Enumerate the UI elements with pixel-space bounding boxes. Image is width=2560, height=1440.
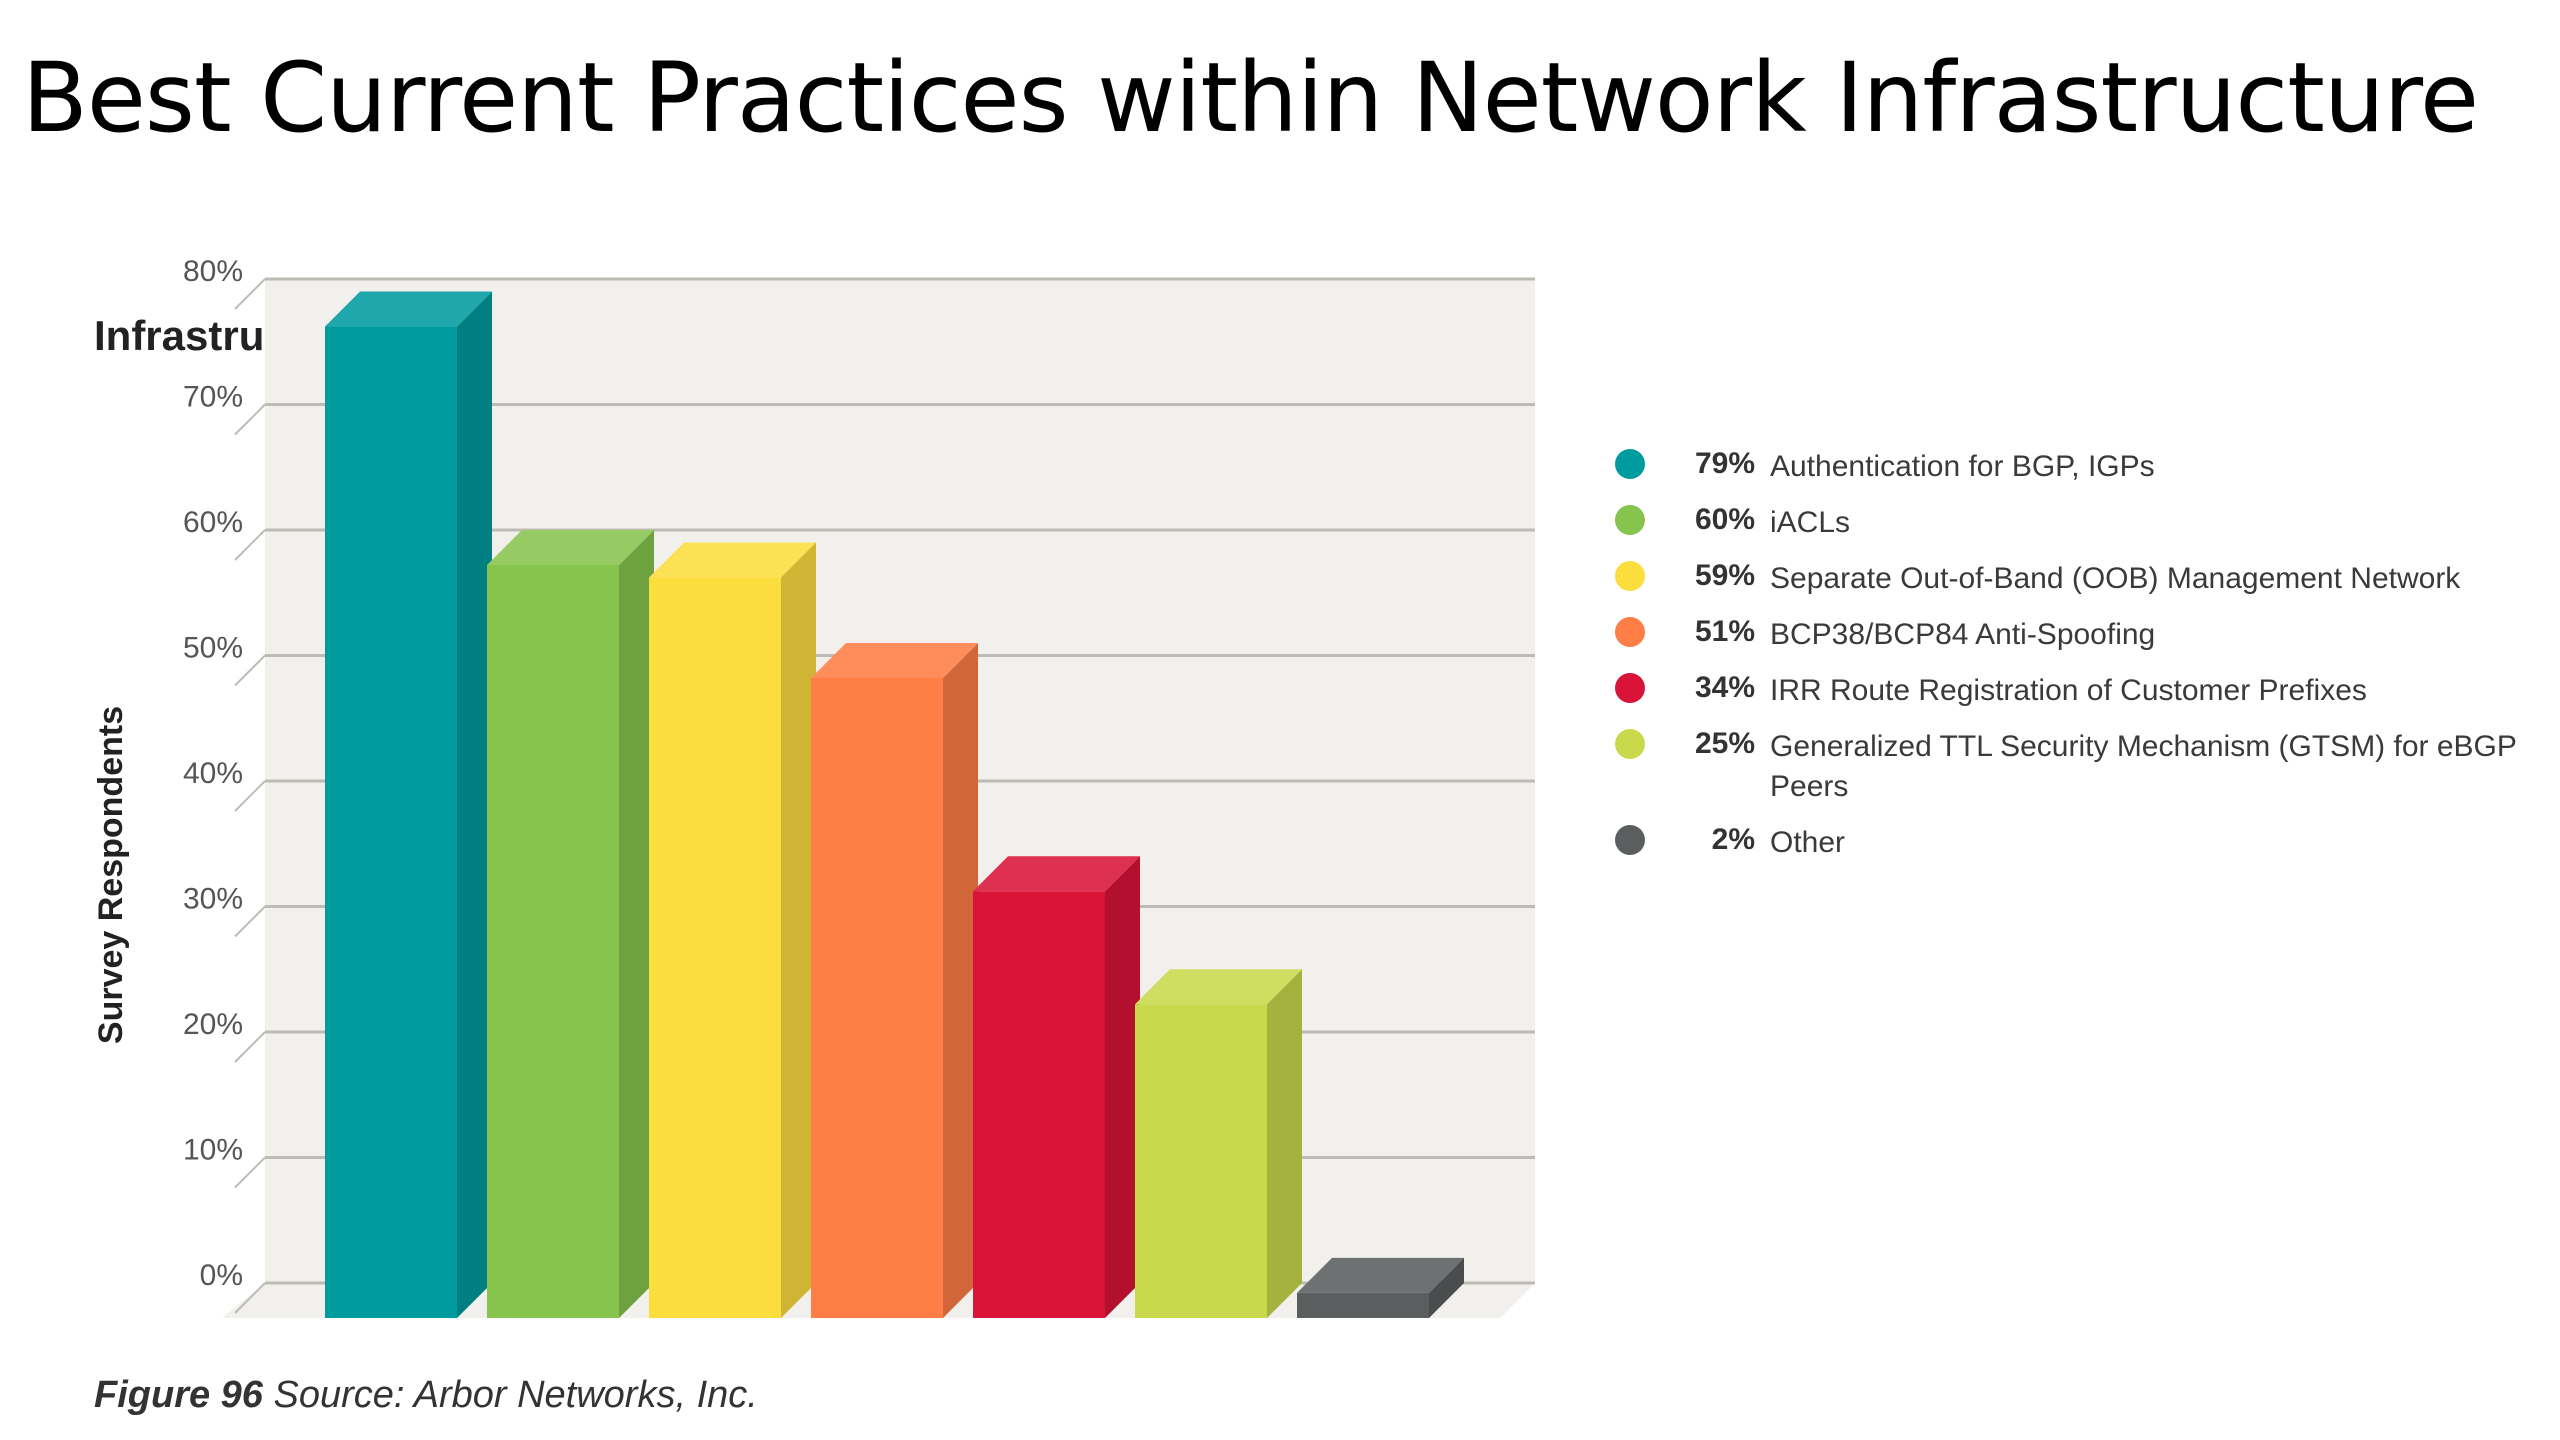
y-tick-label: 10% — [183, 1134, 243, 1167]
legend-value: 34% — [1694, 671, 1755, 704]
legend-label: Generalized TTL Security Mechanism (GTSM… — [1770, 730, 2517, 803]
y-tick-label: 0% — [200, 1259, 243, 1292]
figure-caption: Figure 96 Source: Arbor Networks, Inc. — [94, 1374, 758, 1417]
bar-top — [1135, 969, 1302, 1005]
legend-value: 2% — [1711, 823, 1755, 856]
y-tick-label: 50% — [183, 632, 243, 665]
legend-dot-icon — [1615, 505, 1645, 535]
legend-label: Separate Out-of-Band (OOB) Management Ne… — [1770, 562, 2461, 595]
bar-side — [1267, 969, 1302, 1318]
y-tick-label: 20% — [183, 1008, 243, 1041]
bar-side — [1429, 1257, 1464, 1318]
legend-value: 60% — [1694, 503, 1755, 536]
bar-7 — [1297, 1257, 1464, 1318]
bar-4 — [811, 642, 978, 1318]
bar-side — [943, 642, 978, 1318]
legend-dot-icon — [1615, 729, 1645, 759]
legend-label: BCP38/BCP84 Anti-Spoofing — [1770, 618, 2156, 651]
y-tick-label: 30% — [183, 883, 243, 916]
y-axis-label: Survey Respondents — [92, 706, 130, 1044]
bar-1 — [325, 291, 492, 1318]
bar-top — [325, 291, 492, 327]
legend-item: 59% Separate Out-of-Band (OOB) Management… — [1615, 557, 2515, 613]
bar-front — [1135, 1004, 1267, 1318]
legend-item: 34% IRR Route Registration of Customer Pr… — [1615, 669, 2515, 725]
bar-front — [325, 326, 457, 1318]
gridline-depth — [234, 654, 266, 687]
y-tick-label: 80% — [183, 255, 243, 288]
legend-label: Other — [1770, 826, 1846, 859]
bar-front — [649, 577, 781, 1318]
gridline-depth — [234, 1282, 266, 1314]
y-tick-label: 70% — [183, 381, 243, 414]
legend-dot-icon — [1615, 617, 1645, 647]
legend-item: 60% iACLs — [1615, 501, 2515, 557]
bar-side — [457, 291, 492, 1318]
gridline-depth — [234, 529, 266, 561]
bar-top — [487, 530, 654, 565]
gridline-depth — [234, 1031, 266, 1063]
legend-value: 79% — [1694, 447, 1755, 480]
legend-value: 51% — [1694, 615, 1755, 648]
legend-item: 2% Other — [1615, 821, 2515, 877]
gridline-depth — [234, 905, 266, 938]
gridline-depth — [234, 278, 266, 310]
legend-dot-icon — [1615, 561, 1645, 591]
legend-item: 25% Generalized TTL Security Mechanism (G… — [1615, 725, 2516, 821]
bar-side — [781, 542, 816, 1318]
bar-side — [1105, 856, 1140, 1318]
bar-6 — [1135, 969, 1302, 1318]
bar-top — [1297, 1257, 1464, 1293]
legend-value: 25% — [1694, 727, 1755, 760]
y-axis-ticks: 0% 10% 20% 30% 40% 50% 60% 70% 80% — [183, 255, 243, 1292]
bar-front — [811, 677, 943, 1318]
legend-dot-icon — [1615, 825, 1645, 855]
gridline-depth — [234, 1156, 266, 1189]
bar-3 — [649, 542, 816, 1318]
legend-label: iACLs — [1770, 506, 1851, 539]
bar-front — [1297, 1292, 1429, 1318]
legend-label: Authentication for BGP, IGPs — [1770, 450, 2155, 483]
bar-top — [649, 542, 816, 578]
bar-side — [619, 530, 654, 1318]
gridline-depth — [234, 780, 266, 812]
y-tick-label: 40% — [183, 757, 243, 790]
legend-item: 51% BCP38/BCP84 Anti-Spoofing — [1615, 613, 2515, 669]
legend-value: 59% — [1694, 559, 1755, 592]
y-tick-label: 60% — [183, 506, 243, 539]
figure-label: Figure 96 — [94, 1374, 263, 1416]
legend-label: IRR Route Registration of Customer Prefi… — [1770, 674, 2367, 707]
chart-legend: 79% Authentication for BGP, IGPs 60% iACLs 5… — [1615, 445, 2516, 877]
gridline-depth — [234, 403, 266, 436]
bar-2 — [487, 530, 654, 1318]
legend-dot-icon — [1615, 449, 1645, 479]
slide-title: Best Current Practices within Network In… — [22, 42, 2479, 154]
legend-item: 79% Authentication for BGP, IGPs — [1615, 445, 2515, 501]
bar-front — [487, 565, 619, 1318]
bar-5 — [973, 856, 1140, 1318]
bar-front — [973, 891, 1105, 1318]
chart-bars — [325, 291, 1464, 1318]
figure-source: Source: Arbor Networks, Inc. — [273, 1374, 758, 1416]
legend-dot-icon — [1615, 673, 1645, 703]
bar-top — [973, 856, 1140, 892]
bar-top — [811, 642, 978, 678]
